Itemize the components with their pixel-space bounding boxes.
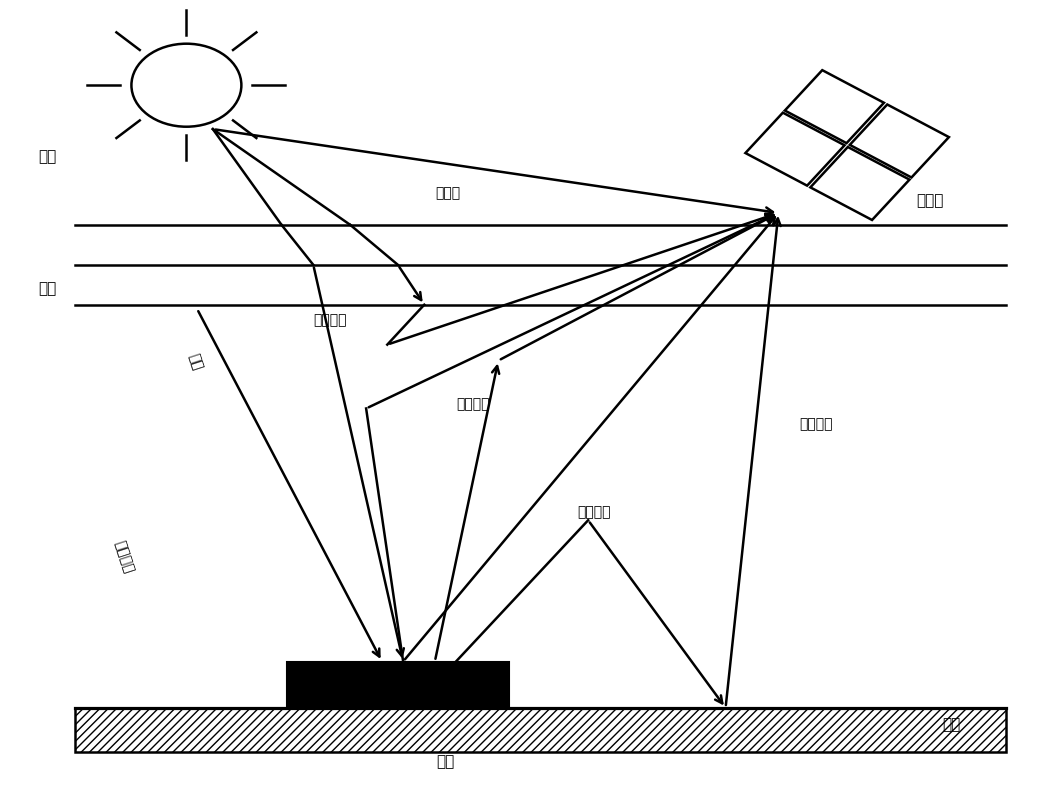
Bar xyxy=(287,662,509,708)
Polygon shape xyxy=(810,147,909,220)
Text: 地面: 地面 xyxy=(942,718,960,732)
Polygon shape xyxy=(745,113,845,186)
Text: 大气: 大气 xyxy=(38,280,56,296)
Text: 目标: 目标 xyxy=(437,754,455,769)
Text: 目标反射: 目标反射 xyxy=(456,397,490,412)
Text: 大气散射: 大气散射 xyxy=(314,314,347,328)
Text: 天空漫射: 天空漫射 xyxy=(112,539,136,575)
Polygon shape xyxy=(784,70,884,143)
Circle shape xyxy=(131,44,242,127)
Text: 太阳: 太阳 xyxy=(38,149,56,164)
Text: 直射: 直射 xyxy=(187,352,205,372)
Text: 程辐射: 程辐射 xyxy=(435,186,460,200)
Text: 环境反射: 环境反射 xyxy=(799,417,833,432)
Polygon shape xyxy=(850,104,949,178)
Text: 遥感器: 遥感器 xyxy=(916,193,943,208)
Text: 地气耦合: 地气耦合 xyxy=(578,505,611,519)
Bar xyxy=(75,708,1006,751)
